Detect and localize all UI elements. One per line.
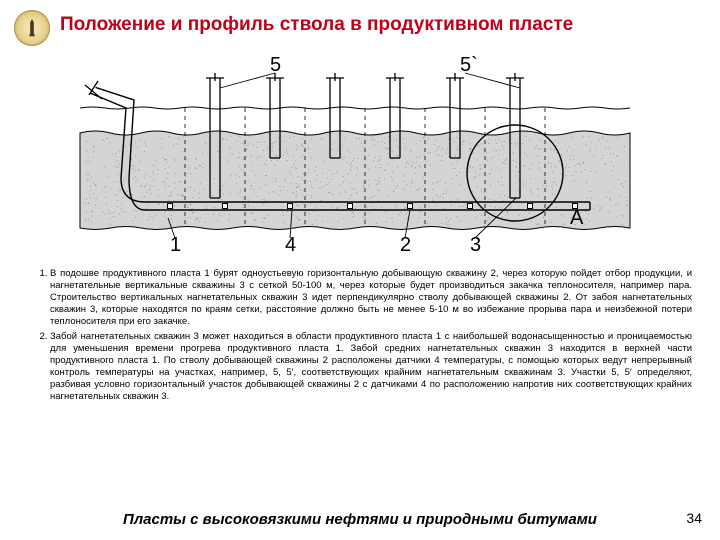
diagram-label: 2 xyxy=(400,234,411,257)
page-title: Положение и профиль ствола в продуктивно… xyxy=(60,14,573,36)
footer-caption: Пласты с высоковязкими нефтями и природн… xyxy=(0,511,720,528)
body-paragraph: Забой нагнетательных скважин 3 может нах… xyxy=(50,331,692,402)
diagram-label: 4 xyxy=(285,234,296,257)
body-paragraph: В подошве продуктивного пласта 1 бурят о… xyxy=(50,268,692,327)
diagram-label: A xyxy=(570,207,583,230)
body-text: В подошве продуктивного пласта 1 бурят о… xyxy=(30,268,692,407)
logo-badge xyxy=(14,10,50,46)
diagram-label: 5` xyxy=(460,54,478,77)
wellbore-diagram: 5 5` 1 4 2 3 A xyxy=(70,48,650,258)
diagram-label: 3 xyxy=(470,234,481,257)
diagram-label: 5 xyxy=(270,54,281,77)
diagram-label: 1 xyxy=(170,234,181,257)
page-number: 34 xyxy=(686,510,702,526)
